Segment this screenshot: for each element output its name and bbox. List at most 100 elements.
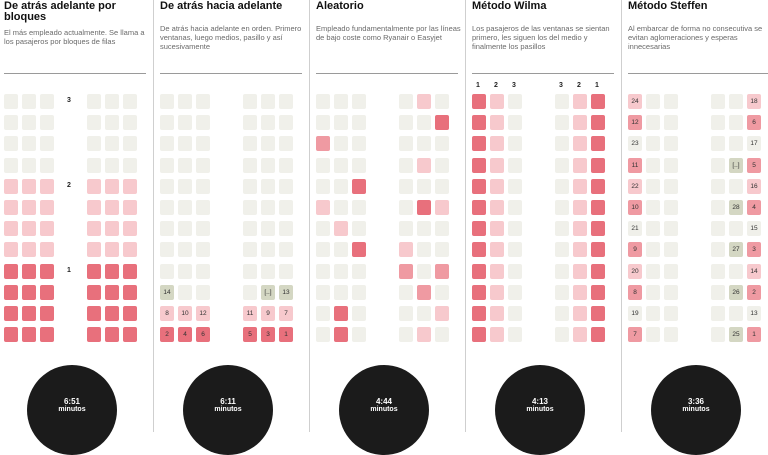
seat-group-label: 3 [512, 82, 516, 89]
seat [729, 115, 743, 131]
seat [160, 178, 174, 194]
seat [22, 200, 36, 215]
seat [711, 178, 725, 194]
seat: [..] [729, 157, 743, 173]
seat [334, 221, 348, 237]
seat [87, 327, 101, 343]
seat [399, 94, 413, 109]
boarding-time: 4:44 [375, 397, 392, 406]
seat [4, 178, 18, 194]
seat: 13 [747, 306, 761, 321]
boarding-time-unit: minutos [682, 406, 710, 413]
seat [87, 242, 101, 258]
seat-group-label: 3 [559, 82, 563, 89]
seat [316, 94, 330, 109]
seat: 7 [279, 306, 293, 321]
seat [508, 157, 522, 173]
seat [178, 242, 192, 258]
column-divider [309, 0, 310, 432]
method-title: De atrás adelante por bloques [4, 0, 116, 23]
seat: 10 [628, 200, 642, 215]
boarding-time: 3:36 [687, 397, 704, 406]
seat [711, 136, 725, 152]
seat [334, 263, 348, 279]
seat [435, 242, 449, 258]
seat [508, 242, 522, 258]
seat [196, 200, 210, 215]
boarding-time-unit: minutos [214, 406, 242, 413]
seat [40, 221, 54, 237]
seat [178, 136, 192, 152]
seat [664, 178, 678, 194]
seat: 5 [747, 157, 761, 173]
seat: 19 [628, 306, 642, 321]
seat-group-label: 2 [494, 82, 498, 89]
seat [334, 200, 348, 215]
seat [334, 115, 348, 131]
seat [664, 242, 678, 258]
boarding-time-badge: 4:44 minutos [339, 365, 429, 455]
seat [573, 221, 587, 237]
seat [261, 157, 275, 173]
seat [399, 284, 413, 300]
seat: 23 [628, 136, 642, 152]
seat [40, 115, 54, 131]
seat [646, 263, 660, 279]
seat: 25 [729, 327, 743, 343]
seat [591, 136, 605, 152]
seat [472, 136, 486, 152]
seat [591, 242, 605, 258]
seat [261, 221, 275, 237]
seat [711, 284, 725, 300]
seat [40, 136, 54, 152]
seat [646, 94, 660, 109]
seat [105, 136, 119, 152]
seat [261, 136, 275, 152]
seat [573, 327, 587, 343]
seat: 12 [196, 306, 210, 321]
seat [352, 94, 366, 109]
method-title: Aleatorio [316, 0, 364, 12]
seat [196, 94, 210, 109]
seat [178, 221, 192, 237]
seat [573, 136, 587, 152]
seat [279, 115, 293, 131]
boarding-time: 6:51 [63, 397, 80, 406]
seat: 22 [628, 178, 642, 194]
seat [490, 284, 504, 300]
seat [243, 221, 257, 237]
seat [261, 263, 275, 279]
seat [729, 306, 743, 321]
seat [490, 242, 504, 258]
seat: [..] [261, 284, 275, 300]
seat [40, 94, 54, 109]
seat [316, 157, 330, 173]
seat [87, 157, 101, 173]
seat [417, 306, 431, 321]
seat [196, 136, 210, 152]
seat: 2 [160, 327, 174, 343]
seat [123, 157, 137, 173]
block-number: 2 [67, 181, 71, 189]
seat: 1 [747, 327, 761, 343]
seat [4, 200, 18, 215]
seat [160, 115, 174, 131]
seat [178, 200, 192, 215]
method-description: Los pasajeros de las ventanas se sientan… [472, 24, 610, 51]
seat [664, 200, 678, 215]
seat [316, 136, 330, 152]
seat [123, 242, 137, 258]
seat [178, 115, 192, 131]
seat [178, 157, 192, 173]
seat [490, 136, 504, 152]
seat: 1 [279, 327, 293, 343]
seat [435, 94, 449, 109]
seat [573, 263, 587, 279]
seat [316, 221, 330, 237]
seat [435, 327, 449, 343]
seat [711, 263, 725, 279]
seat: 2 [747, 284, 761, 300]
seat [508, 284, 522, 300]
seat [729, 263, 743, 279]
seat [22, 306, 36, 321]
